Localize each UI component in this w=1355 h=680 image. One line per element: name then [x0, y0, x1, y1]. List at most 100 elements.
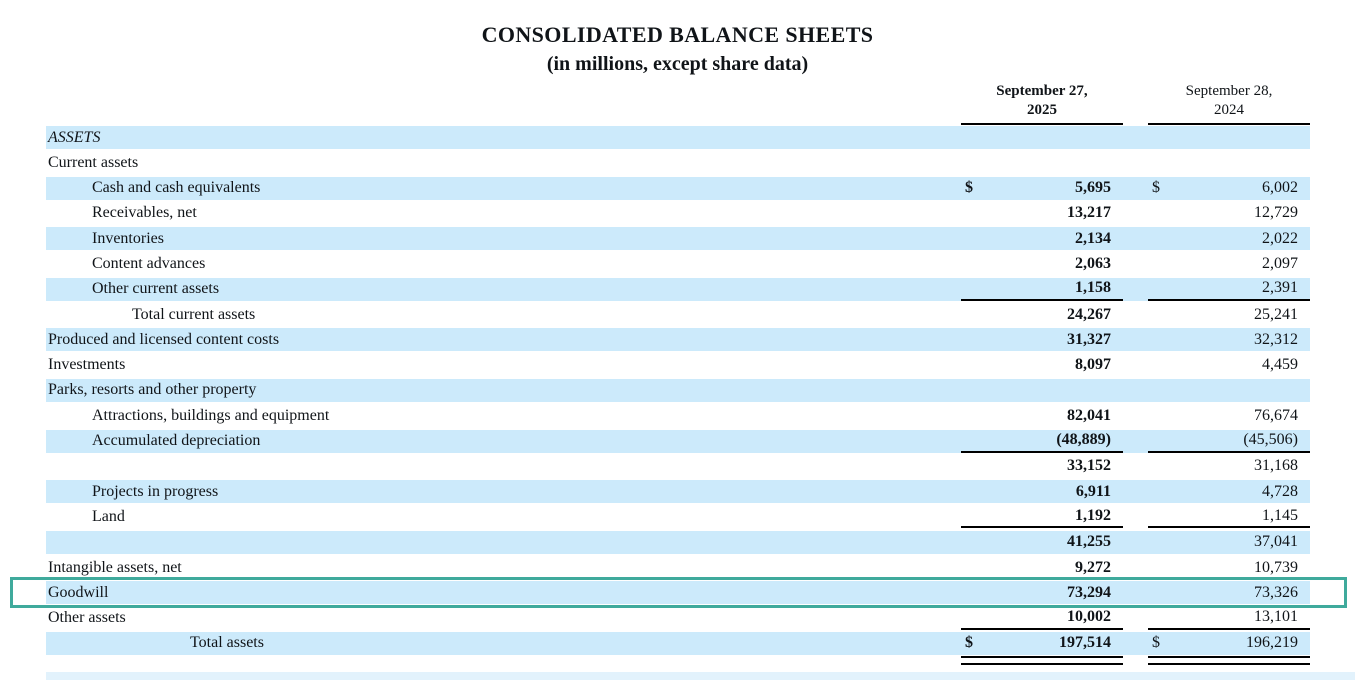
value-cell-2024 [1148, 126, 1310, 149]
value-2025: 1,192 [1075, 506, 1111, 524]
dollar-sign-2025: $ [965, 179, 973, 197]
value-cell-2025: 6,911 [961, 480, 1123, 503]
table-row: Receivables, net 13,217 12,729 [46, 202, 1310, 225]
value-cell-2025: 41,255 [961, 531, 1123, 554]
value-2025: 6,911 [1075, 482, 1111, 500]
value-2025: 41,255 [1067, 533, 1111, 551]
value-cell-2025: 24,267 [961, 303, 1123, 326]
balance-sheet-table: ASSETS Current assets Cash and cash equi… [10, 126, 1347, 665]
row-label: Parks, resorts and other property [48, 381, 257, 399]
value-2025: 82,041 [1067, 406, 1111, 424]
value-cell-2024: 10,739 [1148, 556, 1310, 579]
value-cell-2025 [961, 379, 1123, 402]
value-2025: 33,152 [1067, 457, 1111, 475]
row-label: Other assets [48, 609, 126, 627]
table-row: Other assets 10,002 13,101 [46, 607, 1310, 630]
value-2024: 37,041 [1254, 533, 1298, 551]
value-cell-2025: 9,272 [961, 556, 1123, 579]
value-2025: 13,217 [1067, 204, 1111, 222]
value-cell-2024: 2,022 [1148, 227, 1310, 250]
row-label: Produced and licensed content costs [48, 330, 280, 348]
value-2024: 4,728 [1262, 482, 1298, 500]
row-label: Total assets [190, 634, 264, 652]
row-label: Current assets [48, 153, 139, 171]
value-2024: 2,097 [1262, 254, 1298, 272]
table-row: Produced and licensed content costs 31,3… [46, 328, 1310, 352]
value-cell-2025: $ 197,514 [961, 632, 1123, 665]
value-cell-2025: 33,152 [961, 455, 1123, 478]
value-2024: 2,391 [1262, 279, 1298, 297]
value-cell-2024: 13,101 [1148, 607, 1310, 630]
value-2024: 12,729 [1254, 204, 1298, 222]
value-2024: 6,002 [1262, 179, 1298, 197]
page-subtitle: (in millions, except share data) [546, 53, 809, 75]
document-header: CONSOLIDATED BALANCE SHEETS (in millions… [0, 22, 1355, 76]
table-row: Current assets [46, 151, 1310, 174]
value-2025: 73,294 [1067, 583, 1111, 601]
value-cell-2025: 2,063 [961, 252, 1123, 275]
value-cell-2025: 1,158 [961, 278, 1123, 301]
value-2025: 2,063 [1075, 254, 1111, 272]
column-header-2024: September 28, 2024 [1148, 82, 1310, 125]
table-row: ASSETS [46, 126, 1310, 149]
value-cell-2025: 82,041 [961, 404, 1123, 427]
value-cell-2025: 8,097 [961, 354, 1123, 377]
table-row: Projects in progress 6,911 4,728 [46, 480, 1310, 504]
value-cell-2024 [1148, 379, 1310, 402]
row-label: Investments [48, 356, 126, 374]
value-cell-2025: 13,217 [961, 202, 1123, 225]
column-header-2025-line2: 2025 [1027, 102, 1057, 118]
dollar-sign-2024: $ [1152, 634, 1160, 652]
value-cell-2024: $ 196,219 [1148, 632, 1310, 665]
value-cell-2025 [961, 126, 1123, 149]
value-cell-2024: 2,391 [1148, 278, 1310, 301]
value-cell-2024: (45,506) [1148, 430, 1310, 453]
value-cell-2024: 2,097 [1148, 252, 1310, 275]
table-row: Cash and cash equivalents $ 5,695 $ 6,00… [46, 176, 1310, 200]
table-row: Content advances 2,063 2,097 [46, 252, 1310, 275]
table-row: Inventories 2,134 2,022 [46, 227, 1310, 251]
value-2024: 76,674 [1254, 406, 1298, 424]
row-label: Cash and cash equivalents [92, 179, 261, 197]
value-2025: (48,889) [1056, 431, 1111, 449]
value-2025: 8,097 [1075, 356, 1111, 374]
value-2024: 4,459 [1262, 356, 1298, 374]
value-cell-2025: 1,192 [961, 505, 1123, 529]
value-cell-2025: $ 5,695 [961, 177, 1123, 200]
value-2025: 1,158 [1075, 279, 1111, 297]
row-label: Receivables, net [92, 204, 197, 222]
value-2025: 5,695 [1075, 179, 1111, 197]
value-cell-2024: 4,728 [1148, 480, 1310, 503]
row-label: Goodwill [48, 583, 109, 601]
value-2025: 2,134 [1075, 229, 1111, 247]
value-cell-2025: (48,889) [961, 430, 1123, 453]
value-2025: 31,327 [1067, 330, 1111, 348]
row-label: Accumulated depreciation [92, 432, 261, 450]
row-label: Projects in progress [92, 482, 219, 500]
row-label: Attractions, buildings and equipment [92, 406, 330, 424]
page-title: CONSOLIDATED BALANCE SHEETS [481, 22, 874, 47]
column-header-2024-line2: 2024 [1214, 102, 1244, 118]
value-cell-2025: 73,294 [961, 581, 1123, 604]
dollar-sign-2025: $ [965, 634, 973, 652]
table-row: Land 1,192 1,145 [46, 505, 1310, 529]
value-cell-2025: 2,134 [961, 227, 1123, 250]
row-label: Inventories [92, 229, 164, 247]
row-label: Total current assets [132, 305, 256, 323]
column-header-2024-line1: September 28, [1185, 83, 1273, 99]
value-cell-2024: 12,729 [1148, 202, 1310, 225]
table-row: Goodwill 73,294 73,326 [10, 577, 1347, 609]
row-label: Land [92, 507, 125, 525]
row-label: Intangible assets, net [48, 558, 182, 576]
table-row: Total assets $ 197,514 $ 196,219 [46, 631, 1310, 665]
table-row: Other current assets 1,158 2,391 [46, 277, 1310, 301]
row-label: ASSETS [48, 128, 101, 146]
row-label: Other current assets [92, 280, 220, 298]
value-2024: 13,101 [1254, 608, 1298, 626]
value-2024: 10,739 [1254, 558, 1298, 576]
value-cell-2025 [961, 151, 1123, 174]
value-2025: 9,272 [1075, 558, 1111, 576]
table-row: 33,152 31,168 [46, 455, 1310, 478]
value-cell-2024: 1,145 [1148, 505, 1310, 529]
